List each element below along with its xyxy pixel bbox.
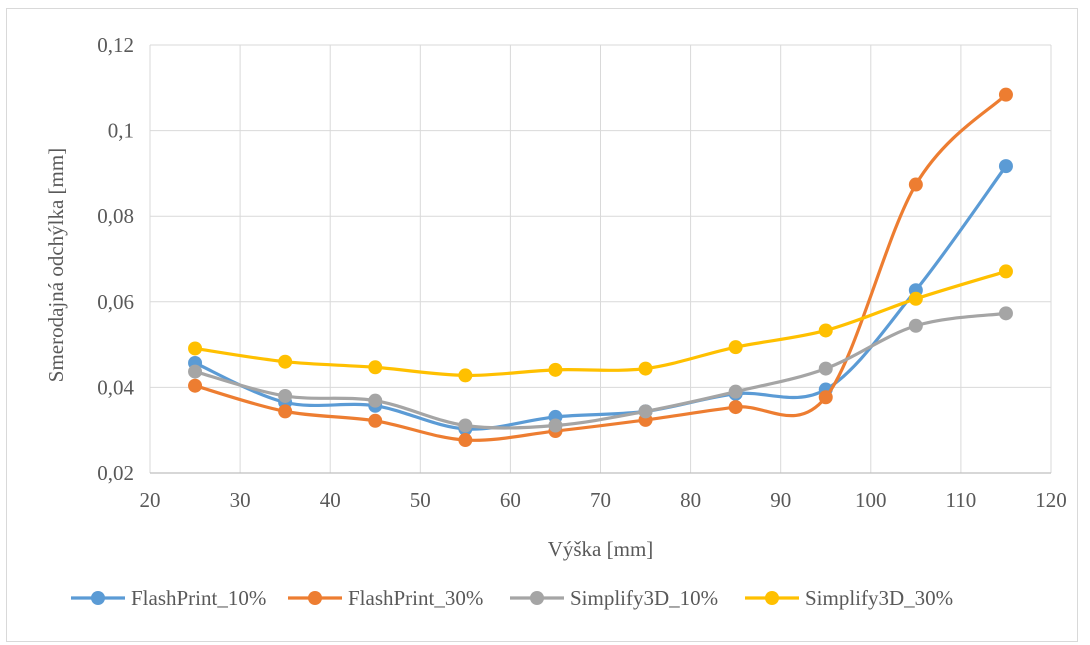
- legend-label: Simplify3D_10%: [570, 586, 718, 610]
- data-point: [998, 159, 1013, 174]
- legend: FlashPrint_10% FlashPrint_30% Simplify3D_1…: [71, 586, 953, 610]
- series-Simplify3D_30%: [188, 264, 1013, 383]
- data-point: [278, 404, 293, 419]
- y-tick-label: 0,04: [97, 375, 134, 399]
- data-point: [728, 400, 743, 415]
- data-point: [278, 354, 293, 369]
- data-point: [998, 87, 1013, 102]
- series-Simplify3D_10%: [188, 306, 1013, 433]
- data-point: [458, 368, 473, 383]
- x-tick-label: 70: [590, 488, 611, 512]
- data-point: [638, 361, 653, 376]
- data-point: [998, 264, 1013, 279]
- x-tick-label: 30: [230, 488, 251, 512]
- data-point: [998, 306, 1013, 321]
- x-tick-label: 90: [770, 488, 791, 512]
- legend-swatch-marker: [308, 591, 322, 605]
- data-point: [368, 413, 383, 428]
- x-tick-label: 80: [680, 488, 701, 512]
- legend-item: Simplify3D_10%: [510, 586, 718, 610]
- series-line: [193, 311, 1008, 430]
- legend-swatch-marker: [530, 591, 544, 605]
- data-point: [548, 418, 563, 433]
- x-axis-title: Výška [mm]: [548, 537, 654, 561]
- legend-item: Simplify3D_30%: [745, 586, 953, 610]
- x-tick-label: 120: [1035, 488, 1067, 512]
- legend-item: FlashPrint_30%: [288, 586, 483, 610]
- data-point: [728, 384, 743, 399]
- x-tick-label: 20: [140, 488, 161, 512]
- data-point: [458, 418, 473, 433]
- x-tick-label: 60: [500, 488, 521, 512]
- data-point: [818, 323, 833, 338]
- y-axis-title: Smerodajná odchýlka [mm]: [44, 148, 68, 382]
- data-point: [908, 291, 923, 306]
- data-point: [908, 318, 923, 333]
- data-point: [458, 433, 473, 448]
- data-point: [188, 341, 203, 356]
- y-tick-label: 0,02: [97, 461, 134, 485]
- x-tick-label: 110: [946, 488, 977, 512]
- data-point: [278, 388, 293, 403]
- data-point: [368, 360, 383, 375]
- data-point: [728, 340, 743, 355]
- y-tick-label: 0,1: [108, 119, 134, 143]
- legend-swatch-marker: [91, 591, 105, 605]
- series-line: [193, 269, 1008, 378]
- legend-label: FlashPrint_30%: [348, 586, 483, 610]
- data-point: [188, 378, 203, 393]
- tick-labels: 20 30 40 50 60 70 80 90 100 110 120 0,02 0,04 0,06 0,0…: [97, 33, 1067, 512]
- legend-label: FlashPrint_10%: [131, 586, 266, 610]
- line-chart: 20 30 40 50 60 70 80 90 100 110 120 0,02 0,04 0,06 0,0…: [44, 33, 1067, 610]
- data-point: [638, 404, 653, 419]
- legend-item: FlashPrint_10%: [71, 586, 266, 610]
- series-group: [188, 87, 1013, 448]
- legend-swatch-marker: [765, 591, 779, 605]
- data-point: [368, 393, 383, 408]
- data-point: [548, 362, 563, 377]
- y-tick-label: 0,12: [97, 33, 134, 57]
- data-point: [818, 390, 833, 405]
- series-line: [193, 164, 1008, 431]
- data-point: [188, 364, 203, 379]
- y-tick-label: 0,08: [97, 204, 134, 228]
- x-tick-label: 50: [410, 488, 431, 512]
- x-tick-label: 40: [320, 488, 341, 512]
- data-point: [908, 177, 923, 192]
- data-point: [818, 361, 833, 376]
- legend-label: Simplify3D_30%: [805, 586, 953, 610]
- x-tick-label: 100: [855, 488, 887, 512]
- chart-area: 20 30 40 50 60 70 80 90 100 110 120 0,02 0,04 0,06 0,0…: [6, 8, 1078, 642]
- y-tick-label: 0,06: [97, 290, 134, 314]
